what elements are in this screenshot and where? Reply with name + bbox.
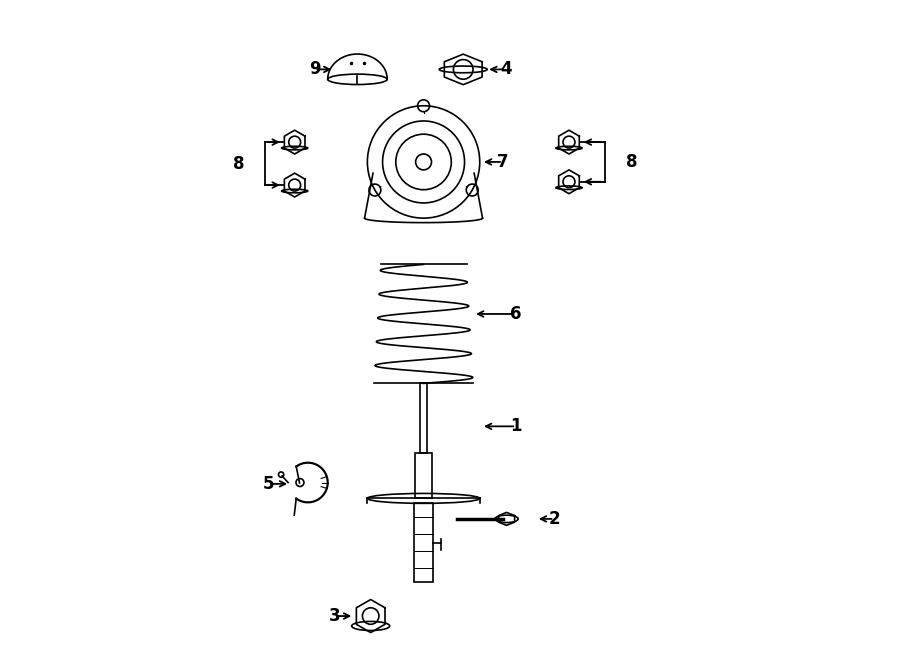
Text: 8: 8 [233, 155, 244, 173]
Text: 1: 1 [510, 417, 522, 436]
Text: 8: 8 [626, 153, 637, 171]
Text: 7: 7 [497, 153, 508, 171]
Text: 2: 2 [549, 510, 561, 528]
Text: 3: 3 [328, 607, 340, 625]
Text: 4: 4 [500, 60, 512, 79]
Text: 9: 9 [309, 60, 320, 79]
Text: 5: 5 [263, 475, 274, 493]
Text: 6: 6 [510, 305, 522, 323]
